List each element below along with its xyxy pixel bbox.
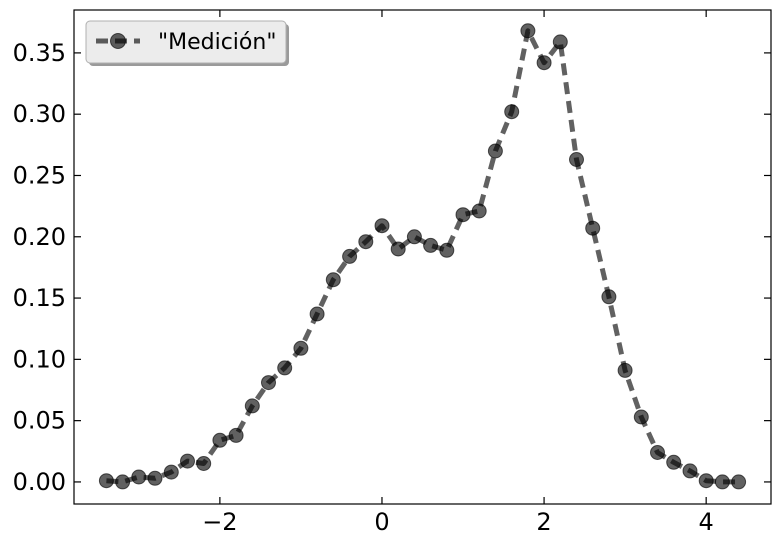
data-point: [504, 104, 520, 120]
axes: −2 0 2 4 0.00 0.05 0.10 0.15 0.20 0.25 0.30 0.35: [13, 9, 772, 536]
data-point: [261, 375, 276, 391]
data-point: [309, 306, 325, 322]
data-point: [714, 474, 730, 490]
data-point: [731, 474, 747, 490]
data-point: [569, 152, 584, 167]
y-tick-label: 0.10: [13, 345, 66, 373]
y-tick-label: 0.05: [13, 407, 66, 435]
data-point: [536, 55, 552, 71]
legend: "Medición": [85, 20, 289, 66]
data-point: [147, 470, 163, 486]
data-point: [682, 463, 698, 479]
data-point: [244, 398, 260, 414]
data-point: [439, 242, 455, 258]
data-point: [617, 362, 633, 378]
data-point: [212, 432, 228, 448]
data-point: [471, 203, 487, 219]
data-point: [698, 473, 714, 489]
data-point: [423, 237, 439, 253]
series-line-0: [106, 28, 739, 485]
data-point: [325, 272, 341, 288]
legend-marker-swatch: [110, 33, 126, 49]
data-point: [358, 234, 374, 250]
x-tick-label: 0: [374, 508, 389, 536]
y-tick-label: 0.20: [13, 223, 66, 251]
y-tick-label: 0.30: [13, 100, 66, 128]
data-point: [601, 289, 617, 305]
data-point: [163, 464, 179, 480]
data-point: [342, 248, 358, 264]
data-point: [180, 453, 195, 469]
plot-area: [98, 23, 747, 490]
y-tick-label: 0.15: [13, 284, 66, 312]
data-point: [115, 474, 131, 490]
x-tick-label: 4: [699, 508, 714, 536]
data-point: [520, 23, 536, 39]
data-point: [650, 445, 665, 460]
legend-entry-label: "Medición": [158, 30, 276, 55]
data-point: [98, 473, 114, 489]
data-point: [228, 427, 244, 443]
data-point: [633, 409, 649, 425]
data-point: [196, 456, 212, 471]
x-tick-label: 2: [536, 508, 551, 536]
data-point: [552, 34, 568, 50]
data-point: [131, 469, 147, 485]
x-tick-label: −2: [202, 508, 237, 536]
axes-frame: [73, 9, 772, 505]
data-point: [390, 241, 406, 257]
data-point: [585, 220, 601, 236]
data-point: [455, 207, 471, 223]
data-point: [374, 218, 390, 234]
data-point: [293, 340, 309, 356]
y-tick-label: 0.00: [13, 468, 66, 496]
data-point: [406, 229, 422, 245]
data-point: [487, 143, 503, 159]
y-tick-label: 0.35: [13, 39, 66, 67]
legend-box: [85, 20, 287, 64]
data-point: [277, 360, 293, 376]
y-tick-label: 0.25: [13, 161, 66, 189]
data-point: [666, 454, 682, 470]
